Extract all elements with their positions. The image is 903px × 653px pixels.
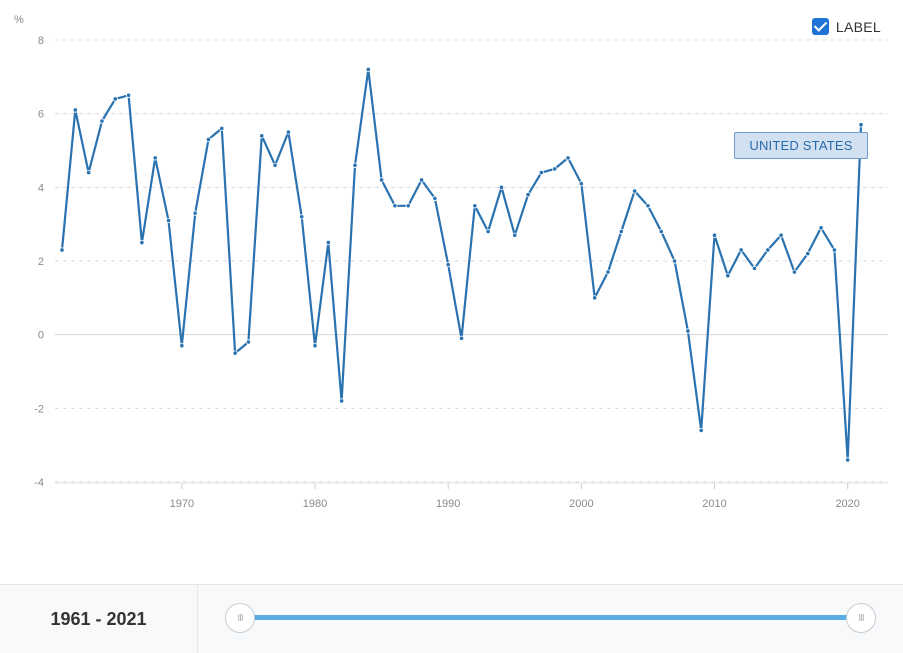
data-point <box>72 107 78 113</box>
data-point <box>139 239 145 246</box>
data-point <box>312 343 318 349</box>
data-point <box>858 122 864 128</box>
data-point <box>738 247 744 253</box>
data-point <box>392 203 398 209</box>
data-point <box>592 295 598 301</box>
data-point <box>192 210 198 216</box>
x-tick-label: 1990 <box>436 498 460 510</box>
range-end-handle[interactable]: III <box>846 603 876 633</box>
year-range-text: 1961 - 2021 <box>0 585 198 653</box>
x-tick-label: 2010 <box>702 498 726 510</box>
y-tick-label: -2 <box>34 403 44 415</box>
data-point <box>205 136 212 143</box>
data-point <box>418 177 425 183</box>
y-axis-unit-label: % <box>14 14 24 26</box>
label-toggle-text: LABEL <box>835 18 881 35</box>
range-start-handle[interactable]: III <box>225 603 255 633</box>
data-point <box>791 269 798 275</box>
data-point <box>818 225 824 231</box>
data-point <box>232 350 238 356</box>
grid-lines <box>55 39 888 484</box>
y-tick-label: 0 <box>38 330 44 342</box>
data-point <box>458 335 465 341</box>
series-line-united-states <box>60 68 863 461</box>
time-range-footer: 1961 - 2021 III III <box>0 584 903 653</box>
data-point <box>831 247 837 253</box>
data-point <box>845 457 851 463</box>
data-point <box>219 125 225 131</box>
data-point <box>405 203 411 209</box>
data-point <box>578 181 584 187</box>
data-point <box>512 232 518 238</box>
data-point <box>378 177 385 183</box>
data-point <box>632 188 638 194</box>
data-point <box>432 195 438 201</box>
data-point <box>365 66 371 73</box>
data-point <box>645 203 651 209</box>
x-tick-label: 1980 <box>303 498 327 510</box>
grip-icon: III <box>237 612 243 624</box>
data-point <box>472 203 478 209</box>
data-point <box>485 228 491 235</box>
data-point <box>272 162 278 168</box>
data-point <box>352 162 358 168</box>
x-tick-label: 2020 <box>835 498 859 510</box>
data-point <box>765 247 771 253</box>
grip-icon: III <box>858 612 864 624</box>
data-point <box>751 265 758 271</box>
data-point <box>299 214 305 220</box>
data-point <box>658 228 664 235</box>
data-point <box>671 258 678 264</box>
data-point <box>165 217 172 224</box>
data-point <box>59 247 65 253</box>
y-tick-label: -4 <box>34 477 44 489</box>
data-point <box>99 118 105 124</box>
data-point <box>618 228 624 235</box>
data-point <box>698 427 704 434</box>
label-toggle[interactable]: LABEL <box>811 18 881 35</box>
data-point <box>125 92 132 98</box>
data-point <box>325 239 331 246</box>
x-tick-label: 2000 <box>569 498 593 510</box>
y-tick-label: 4 <box>38 182 44 194</box>
line-chart: % 8 6 4 2 0 -2 -4 1970 1980 1990 2000 2010 2020 <box>14 14 888 510</box>
x-axis-ticks: 1970 1980 1990 2000 2010 2020 <box>170 483 860 510</box>
data-point <box>685 328 691 334</box>
data-point <box>259 133 265 139</box>
data-point <box>179 343 185 349</box>
series-label-tag: UNITED STATES <box>734 132 868 159</box>
data-point <box>285 129 291 135</box>
data-point <box>552 166 558 172</box>
y-axis-ticks: 8 6 4 2 0 -2 -4 <box>34 35 44 489</box>
data-point <box>498 184 505 190</box>
data-point <box>605 269 611 275</box>
data-points <box>59 66 864 463</box>
data-point <box>112 96 118 102</box>
checkbox-checked-icon[interactable] <box>811 18 829 35</box>
data-point <box>565 155 571 161</box>
y-tick-label: 6 <box>38 109 44 121</box>
data-point <box>778 232 784 238</box>
data-point <box>805 251 811 257</box>
data-point <box>152 155 158 161</box>
data-point <box>538 170 545 176</box>
data-point <box>339 398 345 404</box>
data-point <box>445 262 451 268</box>
y-tick-label: 8 <box>38 35 44 47</box>
data-point <box>245 339 252 345</box>
data-point <box>86 170 92 176</box>
data-point <box>711 232 718 238</box>
data-point <box>725 273 731 279</box>
range-slider-track[interactable] <box>240 615 862 620</box>
y-tick-label: 2 <box>38 256 44 268</box>
x-tick-label: 1970 <box>170 498 194 510</box>
data-point <box>525 192 531 198</box>
